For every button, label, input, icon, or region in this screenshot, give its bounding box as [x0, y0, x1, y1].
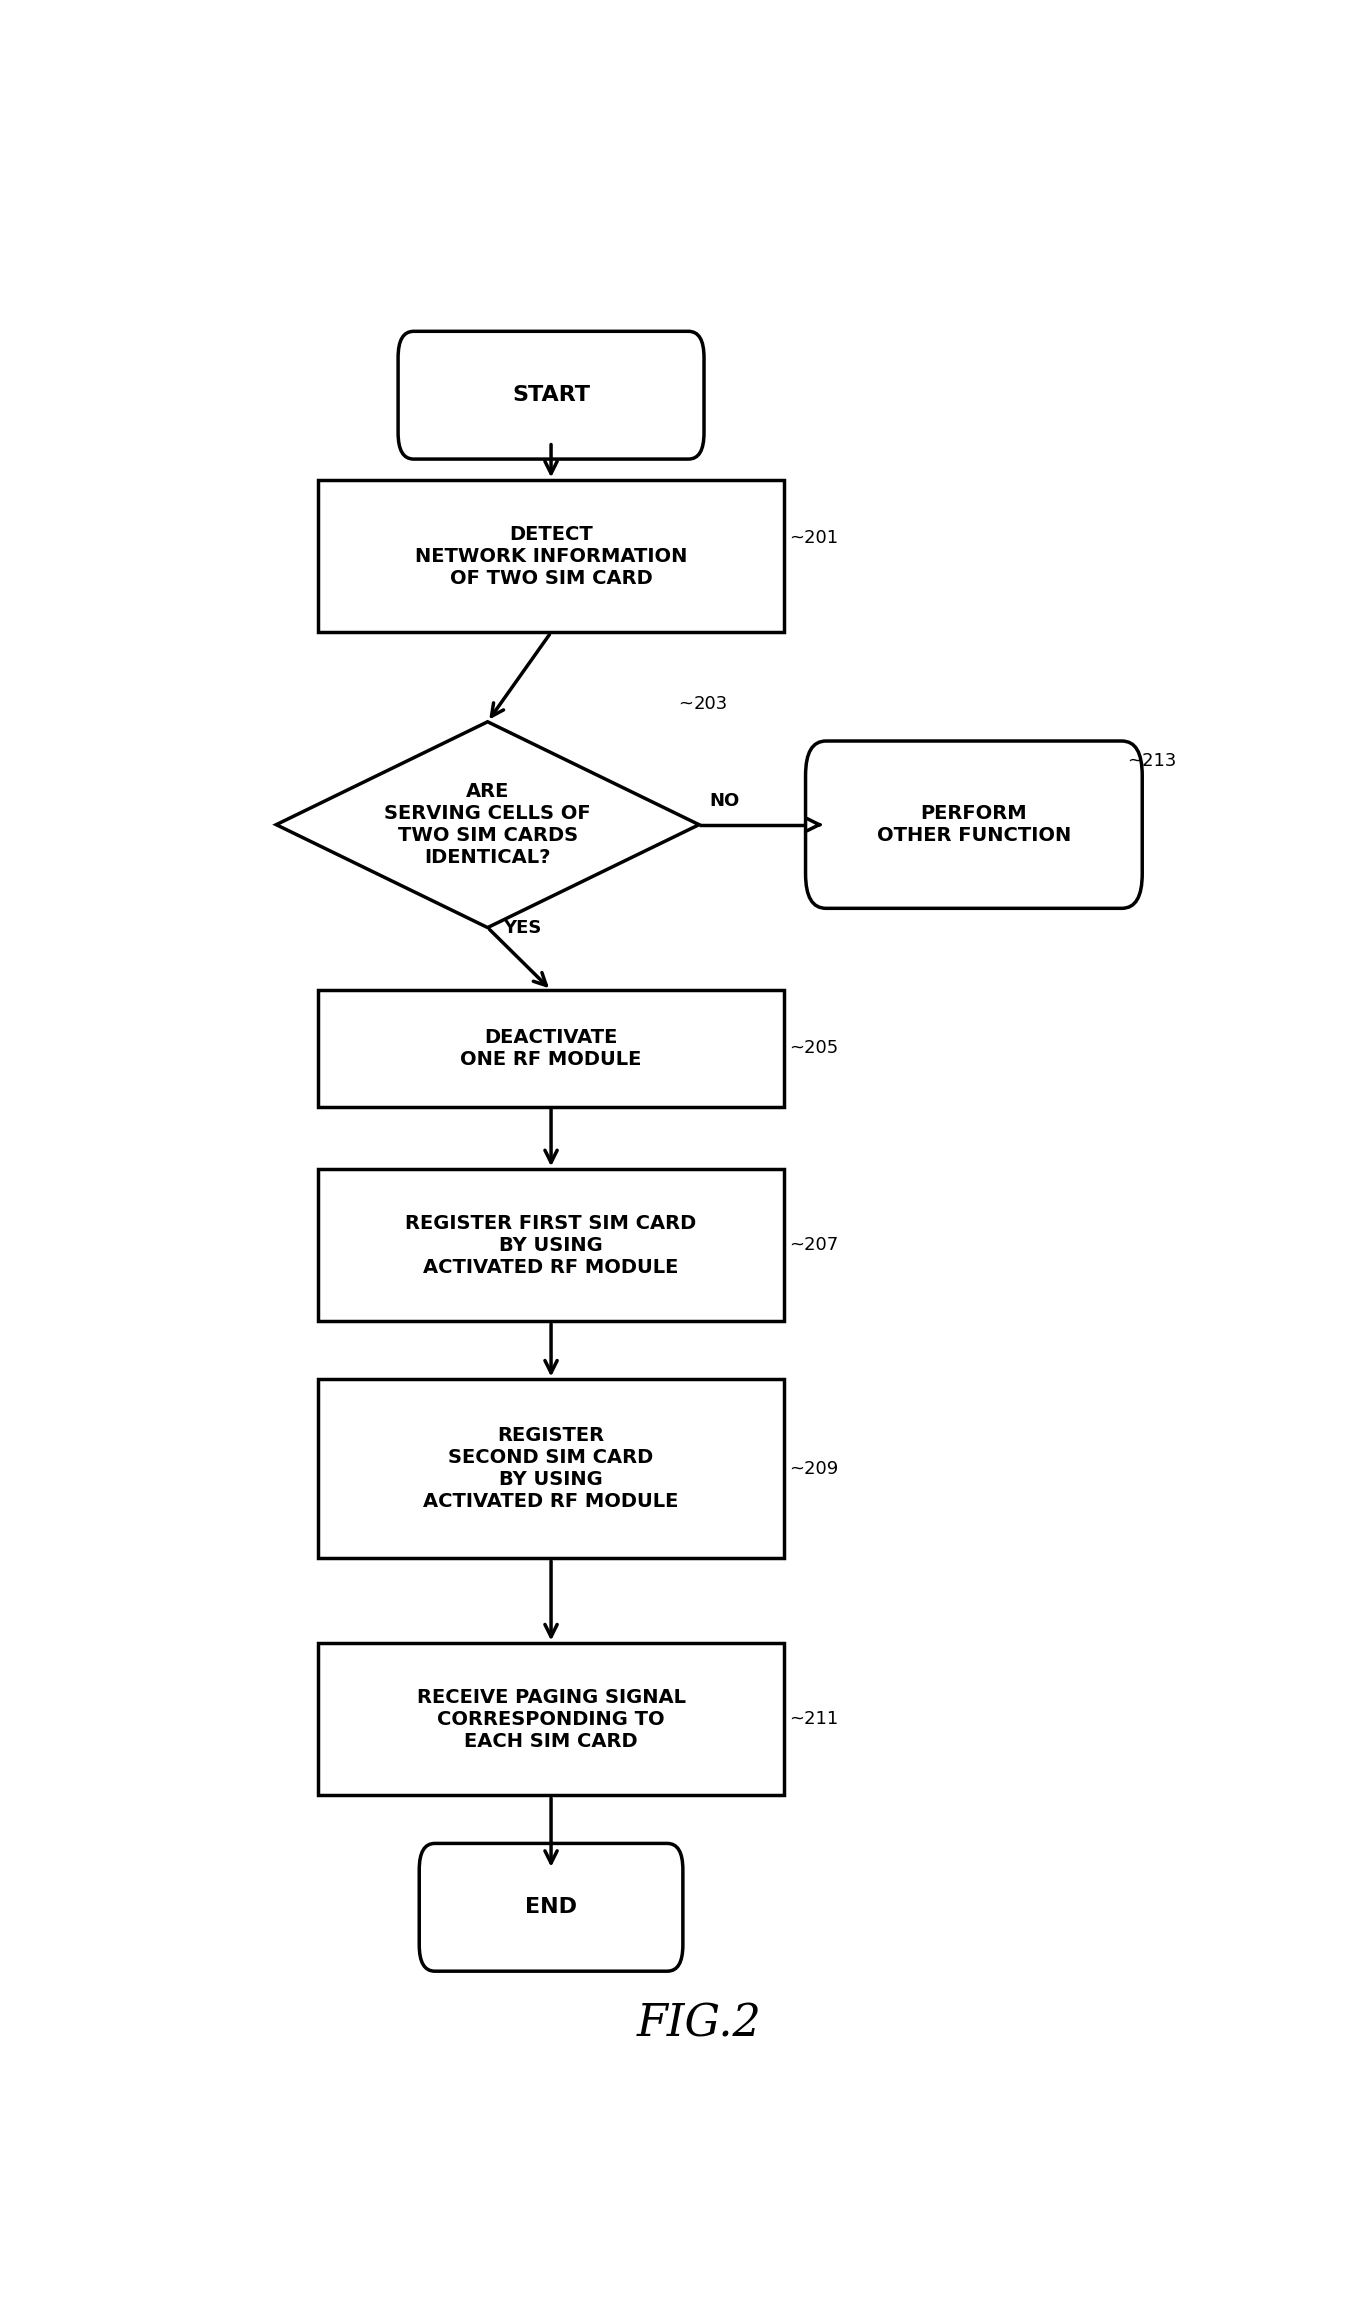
FancyBboxPatch shape	[806, 741, 1142, 909]
Text: 203: 203	[694, 695, 728, 713]
Text: END: END	[525, 1896, 577, 1917]
Text: FIG.2: FIG.2	[637, 2001, 761, 2045]
Text: ~205: ~205	[788, 1039, 837, 1057]
Text: ~207: ~207	[788, 1236, 837, 1255]
Text: PERFORM
OTHER FUNCTION: PERFORM OTHER FUNCTION	[877, 804, 1071, 846]
FancyBboxPatch shape	[419, 1843, 683, 1971]
Text: DETECT
NETWORK INFORMATION
OF TWO SIM CARD: DETECT NETWORK INFORMATION OF TWO SIM CA…	[415, 525, 687, 588]
Text: ~213: ~213	[1127, 753, 1177, 769]
Text: ARE
SERVING CELLS OF
TWO SIM CARDS
IDENTICAL?: ARE SERVING CELLS OF TWO SIM CARDS IDENT…	[385, 783, 591, 867]
Polygon shape	[276, 723, 700, 927]
Bar	[319, 1169, 783, 1322]
Text: ~211: ~211	[788, 1710, 837, 1729]
Text: REGISTER
SECOND SIM CARD
BY USING
ACTIVATED RF MODULE: REGISTER SECOND SIM CARD BY USING ACTIVA…	[423, 1427, 679, 1511]
Text: NO: NO	[709, 792, 739, 811]
Bar	[319, 1380, 783, 1559]
Text: ~201: ~201	[788, 530, 837, 548]
FancyBboxPatch shape	[398, 332, 704, 460]
Text: DEACTIVATE
ONE RF MODULE: DEACTIVATE ONE RF MODULE	[461, 1027, 641, 1069]
Bar	[319, 481, 783, 632]
Text: ~209: ~209	[788, 1459, 837, 1478]
Bar	[319, 1643, 783, 1796]
Text: ~: ~	[678, 695, 693, 713]
Bar	[319, 990, 783, 1106]
Text: RECEIVE PAGING SIGNAL
CORRESPONDING TO
EACH SIM CARD: RECEIVE PAGING SIGNAL CORRESPONDING TO E…	[416, 1687, 686, 1750]
Text: REGISTER FIRST SIM CARD
BY USING
ACTIVATED RF MODULE: REGISTER FIRST SIM CARD BY USING ACTIVAT…	[405, 1213, 697, 1276]
Text: START: START	[512, 386, 591, 404]
Text: YES: YES	[503, 918, 542, 937]
